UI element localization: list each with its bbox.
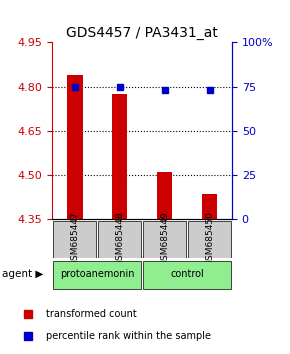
Title: GDS4457 / PA3431_at: GDS4457 / PA3431_at [66, 26, 218, 40]
Text: GSM685450: GSM685450 [205, 211, 214, 267]
FancyBboxPatch shape [143, 261, 231, 289]
Text: protoanemonin: protoanemonin [60, 269, 134, 279]
Text: GSM685448: GSM685448 [115, 212, 124, 266]
Bar [202, 194, 218, 219]
Bar [67, 75, 83, 219]
Bar [112, 94, 128, 219]
FancyBboxPatch shape [53, 261, 141, 289]
FancyBboxPatch shape [188, 222, 231, 258]
Text: GSM685447: GSM685447 [70, 212, 79, 266]
FancyBboxPatch shape [98, 222, 141, 258]
Text: GSM685449: GSM685449 [160, 212, 169, 266]
Text: percentile rank within the sample: percentile rank within the sample [46, 331, 211, 341]
Text: control: control [170, 269, 204, 279]
Bar [157, 172, 173, 219]
Text: agent ▶: agent ▶ [2, 269, 43, 279]
FancyBboxPatch shape [53, 222, 96, 258]
Text: transformed count: transformed count [46, 309, 137, 319]
FancyBboxPatch shape [143, 222, 186, 258]
